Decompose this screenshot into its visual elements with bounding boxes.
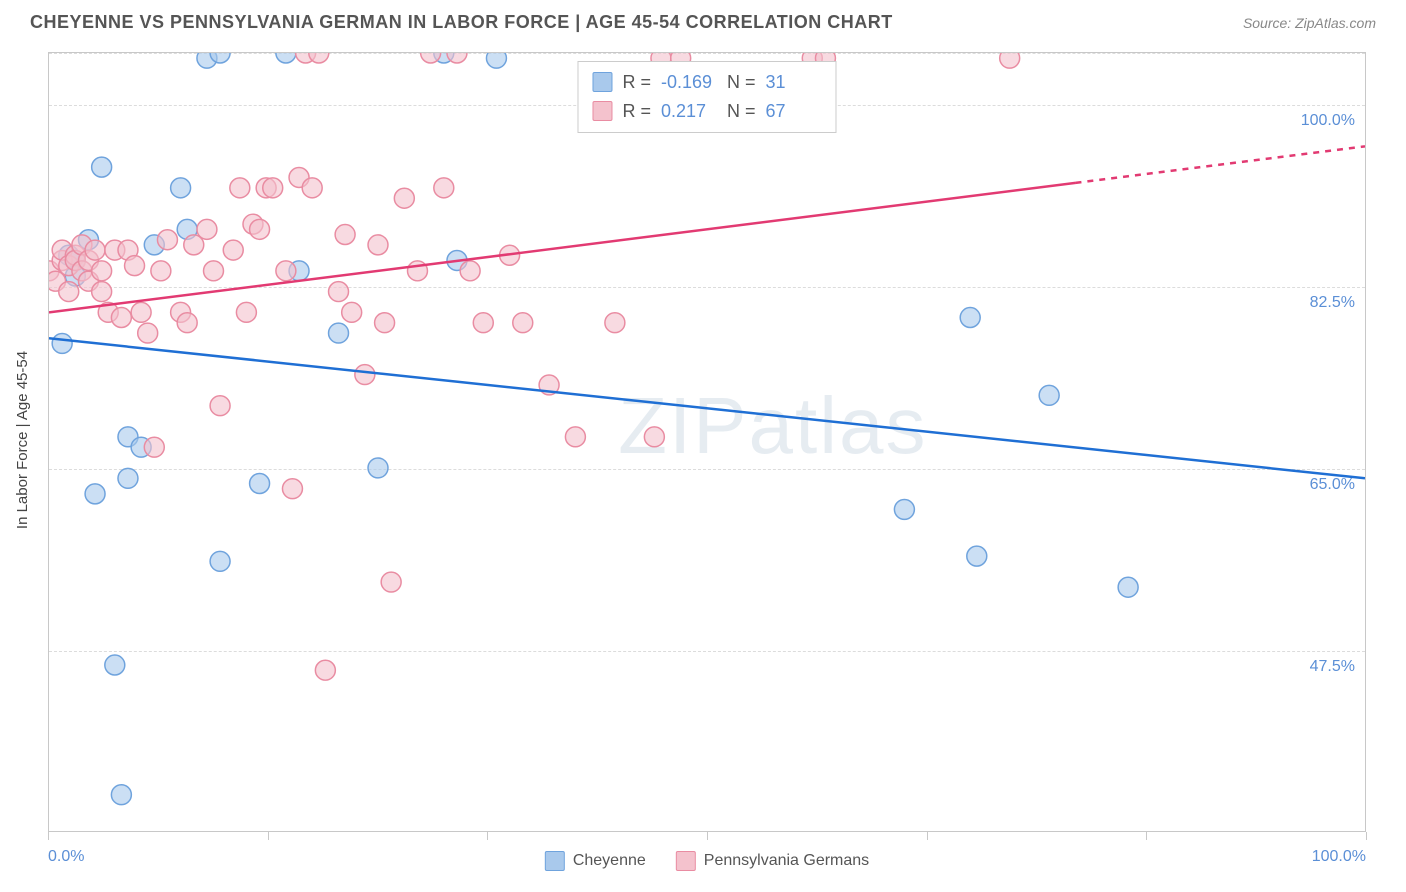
data-point — [230, 178, 250, 198]
data-point — [375, 313, 395, 333]
data-point — [52, 333, 72, 353]
data-point — [473, 313, 493, 333]
data-point — [118, 468, 138, 488]
data-point — [329, 282, 349, 302]
data-point — [250, 219, 270, 239]
source-label: Source: ZipAtlas.com — [1243, 15, 1376, 31]
data-point — [92, 157, 112, 177]
data-point — [368, 235, 388, 255]
x-max-label: 100.0% — [1312, 848, 1366, 866]
trend-line — [49, 338, 1365, 478]
data-point — [460, 261, 480, 281]
data-point — [263, 178, 283, 198]
chart-plot-area: ZIPatlas 47.5%65.0%82.5%100.0% R =-0.169… — [48, 52, 1366, 832]
data-point — [250, 474, 270, 494]
title-bar: CHEYENNE VS PENNSYLVANIA GERMAN IN LABOR… — [0, 0, 1406, 41]
data-point — [644, 427, 664, 447]
r-value: 0.217 — [661, 97, 717, 126]
data-point — [302, 178, 322, 198]
data-point — [105, 655, 125, 675]
data-point — [1039, 385, 1059, 405]
data-point — [605, 313, 625, 333]
data-point — [125, 256, 145, 276]
data-point — [144, 437, 164, 457]
legend-swatch — [592, 101, 612, 121]
data-point — [151, 261, 171, 281]
data-point — [1000, 53, 1020, 68]
data-point — [513, 313, 533, 333]
data-point — [92, 282, 112, 302]
correlation-legend: R = -0.169 N = 31 R = 0.217 N = 67 — [577, 61, 836, 133]
n-value: 67 — [766, 97, 822, 126]
n-label: N = — [727, 97, 756, 126]
data-point — [111, 785, 131, 805]
data-point — [157, 230, 177, 250]
legend-row: R = 0.217 N = 67 — [592, 97, 821, 126]
data-point — [486, 53, 506, 68]
data-point — [138, 323, 158, 343]
trend-line-extrapolated — [1075, 146, 1365, 183]
r-label: R = — [622, 68, 651, 97]
data-point — [85, 484, 105, 504]
data-point — [329, 323, 349, 343]
data-point — [111, 308, 131, 328]
r-label: R = — [622, 97, 651, 126]
data-point — [960, 308, 980, 328]
data-point — [92, 261, 112, 281]
data-point — [394, 188, 414, 208]
data-point — [368, 458, 388, 478]
data-point — [894, 499, 914, 519]
y-axis-label: In Labor Force | Age 45-54 — [14, 351, 31, 529]
data-point — [1118, 577, 1138, 597]
data-point — [282, 479, 302, 499]
data-point — [210, 396, 230, 416]
data-point — [342, 302, 362, 322]
r-value: -0.169 — [661, 68, 717, 97]
data-point — [335, 225, 355, 245]
chart-title: CHEYENNE VS PENNSYLVANIA GERMAN IN LABOR… — [30, 12, 893, 33]
data-point — [85, 240, 105, 260]
data-point — [276, 261, 296, 281]
data-point — [210, 551, 230, 571]
n-label: N = — [727, 68, 756, 97]
n-value: 31 — [766, 68, 822, 97]
data-point — [967, 546, 987, 566]
data-point — [177, 313, 197, 333]
x-min-label: 0.0% — [48, 848, 84, 866]
data-point — [197, 219, 217, 239]
data-point — [59, 282, 79, 302]
data-point — [434, 178, 454, 198]
data-point — [236, 302, 256, 322]
scatter-svg — [49, 53, 1365, 831]
data-point — [131, 302, 151, 322]
legend-row: R = -0.169 N = 31 — [592, 68, 821, 97]
data-point — [223, 240, 243, 260]
data-point — [204, 261, 224, 281]
data-point — [276, 53, 296, 63]
data-point — [171, 178, 191, 198]
data-point — [355, 365, 375, 385]
x-axis: 0.0% 100.0% — [48, 832, 1366, 882]
legend-swatch — [592, 72, 612, 92]
data-point — [315, 660, 335, 680]
data-point — [381, 572, 401, 592]
data-point — [565, 427, 585, 447]
